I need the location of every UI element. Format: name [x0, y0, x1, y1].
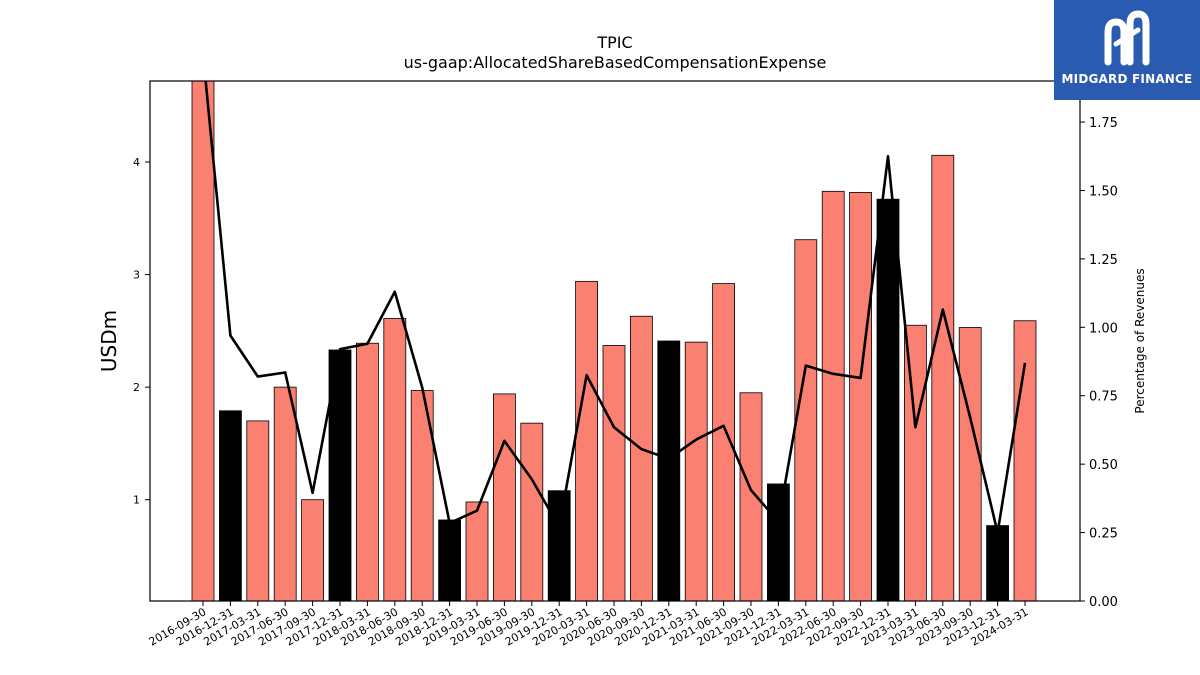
x-axis: 2016-09-302016-12-312017-03-312017-06-30… [147, 601, 1031, 649]
bar [547, 490, 571, 602]
bar [739, 392, 763, 602]
bar [657, 340, 681, 602]
bar [218, 410, 242, 602]
bar [191, 80, 215, 602]
bar [876, 198, 900, 602]
y2-tick-label: 0.25 [1089, 527, 1118, 542]
bar [520, 422, 544, 602]
right-axis: 0.00 0.25 0.50 0.75 1.00 1.25 1.50 1.75 [1080, 116, 1118, 610]
y-tick-label: 4 [133, 156, 140, 169]
bar [438, 519, 462, 602]
y2-tick-label: 1.00 [1089, 321, 1118, 336]
y2-tick-label: 0.00 [1089, 595, 1118, 610]
bar [355, 342, 379, 602]
y-tick-label: 3 [133, 269, 140, 282]
bar [1013, 320, 1037, 602]
y2-tick-label: 1.25 [1089, 253, 1118, 268]
y2-tick-label: 0.75 [1089, 390, 1118, 405]
bar [958, 327, 982, 602]
bars [191, 80, 1037, 602]
y-tick-label: 2 [133, 381, 140, 394]
midgard-m-logo-icon [1104, 10, 1150, 66]
bar [821, 190, 845, 602]
y2-tick-label: 1.50 [1089, 184, 1118, 199]
bar [794, 239, 818, 602]
percent-line [204, 81, 1027, 534]
bar [602, 345, 626, 602]
bar [684, 341, 708, 602]
bar [630, 315, 653, 602]
bar [492, 393, 516, 602]
y2-tick-label: 0.50 [1089, 458, 1118, 473]
bar [383, 318, 407, 602]
bar [575, 280, 598, 602]
y2-axis-label: Percentage of Revenues [1133, 268, 1147, 413]
brand-name: MIDGARD FINANCE [1061, 72, 1193, 86]
bar [767, 483, 790, 602]
plot-frame [149, 80, 1081, 602]
bar [301, 499, 325, 602]
bar [246, 420, 270, 602]
bar [273, 386, 297, 602]
bar [986, 525, 1009, 602]
bar [904, 324, 927, 602]
bar [849, 192, 872, 602]
bar [465, 501, 489, 602]
chart-subtitle: us-gaap:AllocatedShareBasedCompensationE… [404, 53, 827, 72]
y-axis-label: USDm [97, 310, 121, 372]
chart-title: TPIC [596, 33, 632, 52]
bar [931, 154, 955, 602]
y2-tick-label: 1.75 [1089, 116, 1118, 131]
left-axis: 1 2 3 4 [133, 156, 150, 507]
y-tick-label: 1 [133, 494, 140, 507]
brand-logo: MIDGARD FINANCE [1054, 0, 1200, 100]
percent-line-path [204, 81, 1027, 534]
